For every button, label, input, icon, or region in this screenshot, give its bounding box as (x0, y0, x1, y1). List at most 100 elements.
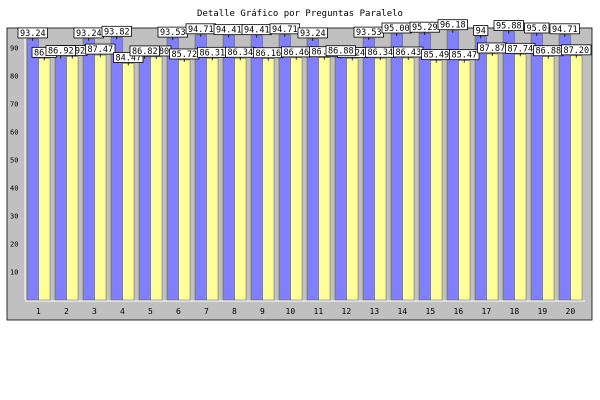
data-label: 86.31 (197, 46, 228, 58)
bar-series-1 (362, 37, 375, 301)
x-tick-label: 13 (370, 307, 380, 316)
x-tick-label: 6 (176, 307, 181, 316)
bar-series-1 (26, 38, 39, 301)
bar-series-2 (458, 60, 471, 301)
bar-series-2 (318, 57, 331, 301)
data-label-text: 87.47 (88, 45, 114, 55)
data-label: 85.49 (421, 49, 452, 61)
bar-series-2 (150, 56, 163, 301)
bar-series-2 (374, 58, 387, 301)
chart-title: Detalle Gráfico por Preguntas Paralelo (197, 9, 403, 19)
bar-series-1 (138, 56, 151, 301)
x-tick-label: 4 (120, 307, 125, 316)
bar-series-2 (346, 58, 359, 301)
bar-series-1 (446, 30, 459, 301)
x-tick-label: 5 (148, 307, 153, 316)
data-label-text: 86.88 (328, 47, 354, 57)
data-label-box (524, 22, 550, 34)
data-label: 85.47 (449, 49, 480, 61)
data-label-text: 94.41 (244, 26, 270, 36)
data-label: 94.71 (549, 23, 580, 35)
bar-series-1 (390, 33, 403, 301)
data-label-box (493, 20, 524, 31)
y-tick-label: 40 (10, 185, 18, 193)
bar-series-1 (306, 38, 319, 301)
data-label: 93.53 (157, 26, 188, 38)
bar-series-1 (502, 31, 515, 301)
data-label: 95.0 (524, 22, 550, 34)
data-label: 86.16 (253, 47, 284, 59)
data-label-box (549, 23, 580, 35)
x-tick-label: 7 (204, 307, 209, 316)
bar-series-2 (122, 63, 135, 301)
data-label: 94.71 (269, 23, 300, 35)
x-tick-label: 1 (36, 307, 41, 316)
x-tick-label: 12 (342, 307, 352, 316)
x-tick-label: 8 (232, 307, 237, 316)
data-label: 93.24 (73, 27, 104, 39)
data-label-text: 94.41 (216, 26, 242, 36)
data-label-text: 86.88 (536, 47, 562, 57)
bar-series-1 (530, 33, 543, 301)
data-label-text: 95.88 (496, 22, 522, 32)
data-label: 87.47 (85, 43, 116, 55)
bar-series-1 (54, 56, 67, 301)
data-label-text: 93.53 (356, 28, 382, 38)
data-label-text: 86.31 (200, 48, 226, 58)
data-label: 94.41 (213, 24, 244, 36)
bar-series-2 (486, 53, 499, 301)
data-label-text: 85.47 (452, 51, 478, 61)
x-tick-label: 3 (92, 307, 97, 316)
data-label: 87.74 (505, 42, 536, 54)
data-label-text: 95.0 (527, 24, 547, 34)
data-label-text: 94 (476, 26, 486, 36)
data-label: 84.47 (113, 52, 144, 63)
data-label-text: 87.87 (480, 44, 506, 54)
x-tick-label: 9 (260, 307, 265, 316)
y-tick-label: 10 (10, 269, 18, 277)
data-label: 86.43 (393, 46, 424, 58)
data-label: 86.46 (281, 46, 312, 58)
bar-series-1 (166, 37, 179, 301)
data-label: 93.82 (101, 25, 132, 37)
data-label: 87.87 (477, 42, 508, 54)
data-label-text: 86.92 (48, 47, 74, 57)
bar-series-2 (402, 57, 415, 301)
data-label-box (325, 45, 356, 57)
data-label-text: 86.46 (284, 48, 310, 58)
bar-series-2 (94, 54, 107, 301)
data-label-box (561, 44, 592, 56)
y-tick-label: 30 (10, 213, 18, 221)
data-label: 95.00 (381, 22, 412, 34)
data-label-text: 86.52 (312, 48, 338, 58)
y-tick-label: 20 (10, 241, 18, 249)
bar-series-1 (222, 35, 235, 301)
data-label-text: 96.18 (440, 21, 466, 31)
data-label-box (101, 25, 132, 37)
data-label: 86.34 (365, 46, 396, 58)
bar-series-1 (82, 38, 95, 301)
bar-series-2 (430, 60, 443, 301)
data-label-text: 93.24 (76, 29, 102, 39)
x-tick-label: 2 (64, 307, 69, 316)
data-label-box (85, 43, 116, 55)
data-label-text: 85.72 (172, 50, 198, 60)
x-tick-label: 15 (426, 307, 436, 316)
data-label: 86.88 (533, 45, 564, 57)
data-label: 85.72 (169, 48, 200, 60)
data-label: 93.24 (17, 27, 48, 39)
bar-series-2 (262, 58, 275, 301)
data-label: 86.34 (225, 46, 256, 58)
x-tick-label: 10 (286, 307, 296, 316)
data-label-text: 95.29 (412, 23, 438, 33)
bar-series-1 (250, 35, 263, 301)
bar-series-1 (334, 56, 347, 301)
data-label-text: 86.34 (228, 48, 254, 58)
x-tick-label: 14 (398, 307, 408, 316)
data-label: 86.82 (129, 45, 160, 57)
data-label-text: 87.74 (508, 44, 534, 54)
data-label-text: 86.82 (132, 47, 158, 57)
bar-series-2 (290, 57, 303, 301)
bar-series-2 (206, 58, 219, 301)
